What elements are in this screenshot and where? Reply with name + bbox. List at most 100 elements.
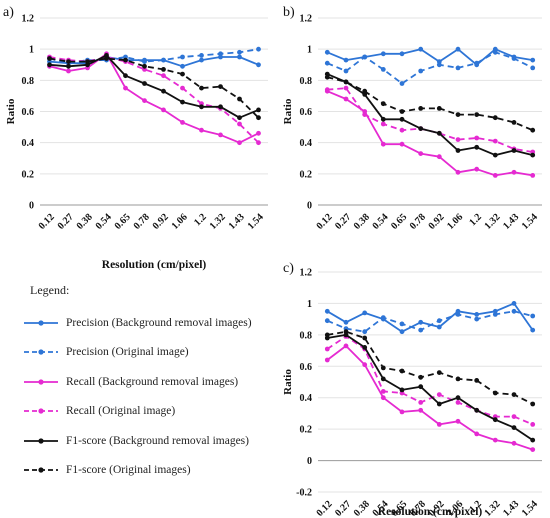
x-tick-label: 1.32 [482,212,502,232]
y-tick-label: 0.8 [300,76,313,87]
data-point [218,51,223,57]
data-point [436,422,442,427]
data-point [474,166,480,172]
x-tick-label: 1.43 [227,212,247,232]
data-point [142,59,147,64]
legend-swatch [24,349,58,355]
data-point [123,85,128,91]
data-point [492,417,498,423]
series-recall-original-image [47,54,261,146]
data-point [237,121,242,127]
data-point [436,130,442,136]
legend-item: Precision (Original image) [22,338,272,368]
data-point [180,63,185,69]
x-tick-label: 0.38 [352,499,372,518]
data-point [530,65,536,71]
data-point [66,59,71,64]
x-tick-label: 0.65 [389,212,409,232]
series-precision-original-image [324,308,536,335]
data-point [343,68,349,74]
y-tick-label: 0 [307,201,312,212]
data-point [199,85,204,91]
data-point [362,54,368,60]
legend-swatch-marker [38,408,44,414]
data-point [418,384,424,390]
x-tick-label: 0.78 [408,212,428,232]
data-point [161,107,166,113]
data-point [492,390,498,396]
data-point [436,392,442,397]
data-point [362,362,368,368]
series-line [326,335,534,426]
x-tick-label: 0.92 [151,212,171,232]
data-point [324,74,330,80]
data-point [218,104,223,110]
legend-items: Precision (Background removal images) Pre… [22,308,272,485]
series-recall-original-image [324,334,536,427]
data-point [380,67,386,72]
data-point [492,312,498,317]
data-point [161,73,166,79]
data-point [492,173,498,178]
y-axis-label: Ratio [282,98,294,124]
panel-label: c) [283,261,294,276]
data-point [418,407,424,413]
data-point [455,46,461,52]
data-point [180,54,185,60]
data-point [436,154,442,160]
x-axis-label: Resolution (cm/pixel) [378,506,483,518]
data-point [474,407,480,413]
data-point [418,374,424,380]
y-tick-label: 0.4 [300,138,313,149]
data-point [343,79,349,85]
data-point [362,88,368,94]
y-tick-label: 1 [29,45,34,56]
series-line [326,302,534,333]
data-point [123,73,128,79]
data-point [380,315,386,320]
x-tick-label: 0.27 [333,212,353,232]
legend-item: F1-score (Background removal images) [22,426,272,456]
data-point [237,54,242,60]
legend-swatch-marker [38,379,44,385]
data-point [199,127,204,133]
data-point [256,46,261,52]
series-recall-background-removal-images [47,51,261,146]
data-point [399,368,405,374]
y-tick-label: 0.2 [300,425,313,436]
legend: Legend: Precision (Background removal im… [22,283,272,485]
data-point [399,116,405,122]
data-point [343,319,349,325]
data-point [474,135,480,141]
data-point [199,57,204,63]
series-line [327,330,534,405]
data-point [399,329,405,335]
data-point [324,318,330,324]
data-point [418,68,424,74]
series-precision-original-image [324,49,536,86]
y-tick-label: 1.2 [22,14,35,25]
y-tick-label: 0.4 [22,138,35,149]
data-point [256,115,261,121]
legend-label: Precision (Background removal images) [66,316,252,329]
legend-swatch [24,438,58,444]
y-tick-label: 1 [307,45,312,56]
y-tick-label: -0.2 [296,488,312,499]
data-point [474,378,480,383]
legend-item: Recall (Background removal images) [22,367,272,397]
data-point [455,312,461,317]
series-line [326,310,533,333]
data-point [474,431,480,437]
x-tick-label: 1.43 [501,212,521,232]
data-point [343,343,349,349]
data-point [362,310,368,316]
data-point [161,67,166,72]
data-point [362,112,368,117]
legend-label: Precision (Original image) [66,346,189,359]
y-tick-label: 0 [307,456,312,467]
data-point [418,400,424,405]
data-point [474,316,480,322]
data-point [180,99,185,105]
data-point [343,329,349,335]
